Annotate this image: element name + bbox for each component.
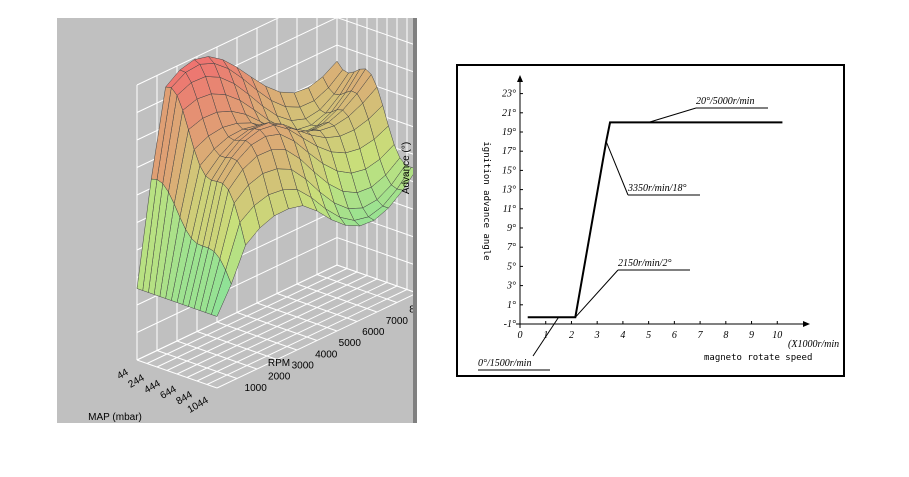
y-tick-label: 7° [507, 242, 516, 253]
x-tick-label: 1 [543, 330, 548, 341]
y-tick-label: 1° [507, 300, 516, 311]
y-tick-label: 23° [502, 89, 516, 100]
x-tick-label: 2 [569, 330, 574, 341]
y-tick-label: 9° [507, 223, 516, 234]
floor-gridline [216, 293, 415, 389]
floor-gridline [156, 271, 358, 368]
y-tick-label: 11° [503, 204, 516, 215]
floor-gridline [186, 282, 388, 378]
x-tick-label: 4 [620, 330, 625, 341]
y-axis-arrow [517, 75, 523, 82]
y-tick-label: -1° [504, 319, 516, 330]
y-tick-label: 2000 [268, 372, 291, 383]
x-axis-arrow [803, 321, 810, 327]
y-tick-label: 1000 [245, 383, 268, 394]
y-tick-label: 4000 [315, 349, 338, 360]
x-tick-label: 7 [698, 330, 704, 341]
advance-curve [527, 121, 783, 319]
x-axis-label: MAP (mbar) [88, 412, 142, 423]
y-tick-label: 6000 [362, 327, 385, 338]
y-tick-label: 15° [502, 165, 516, 176]
x-tick-label: 5 [646, 330, 651, 341]
annotation-leader [532, 317, 560, 357]
x-tick-label: 6 [672, 330, 677, 341]
annotation-label: 0°/1500r/min [478, 358, 531, 369]
x-tick-label: 3 [594, 330, 600, 341]
y-tick-label: 19° [502, 127, 516, 138]
annotation-leader [648, 107, 697, 123]
floor-gridline [166, 275, 368, 371]
surface-chart: -5051015202530354045 442444446448441044 … [88, 18, 417, 423]
z-axis-label: Advance (°) [401, 142, 412, 194]
y-tick-label: 21° [502, 108, 516, 119]
y-tick-label: 8000 [409, 305, 417, 316]
x-axis-label: magneto rotate speed [704, 353, 812, 363]
panel-border [413, 18, 415, 423]
annotation-leader [574, 269, 619, 318]
x-tick-label: 44 [115, 367, 131, 382]
wall-gridline [136, 18, 280, 86]
floor-gridline [176, 278, 378, 375]
y-axis-label: RPM [268, 358, 290, 369]
y-axis-label: ignition advance angle [481, 141, 491, 260]
x-tick-label: 10 [772, 330, 782, 341]
y-tick-label: 5° [507, 261, 516, 272]
y-tick-label: 7000 [386, 316, 409, 327]
advance-chart: 0 1 2 3 4 5 6 7 8 9 10 -1° 1° 3° 5° 7° 9° 11° 13° 15° 17° 19… [478, 75, 839, 371]
floor-gridline [146, 268, 348, 364]
x-axis-unit: (X1000r/min [788, 339, 839, 350]
y-tick-label: 5000 [339, 338, 362, 349]
annotation-label: 20°/5000r/min [696, 96, 754, 107]
floor-gridline [196, 285, 398, 382]
annotation-label: 2150r/min/2° [618, 258, 671, 269]
annotation-leader [605, 141, 629, 196]
y-tick-label: 13° [502, 185, 516, 196]
y-tick-label: 17° [502, 146, 516, 157]
surface-facet [136, 178, 158, 291]
y-tick-label: 3° [506, 281, 516, 292]
floor-gridline [206, 289, 408, 385]
advance-chart-panel: 0 1 2 3 4 5 6 7 8 9 10 -1° 1° 3° 5° 7° 9° 11° 13° 15° 17° 19… [456, 64, 845, 377]
floor-gridline [136, 264, 338, 361]
y-tick-label: 3000 [292, 360, 315, 371]
x-tick-label: 9 [749, 330, 754, 341]
x-tick-label: 8 [723, 330, 728, 341]
annotation-label: 3350r/min/18° [627, 183, 686, 194]
x-tick-label: 0 [518, 330, 523, 341]
surface-chart-panel: -5051015202530354045 442444446448441044 … [57, 18, 417, 423]
